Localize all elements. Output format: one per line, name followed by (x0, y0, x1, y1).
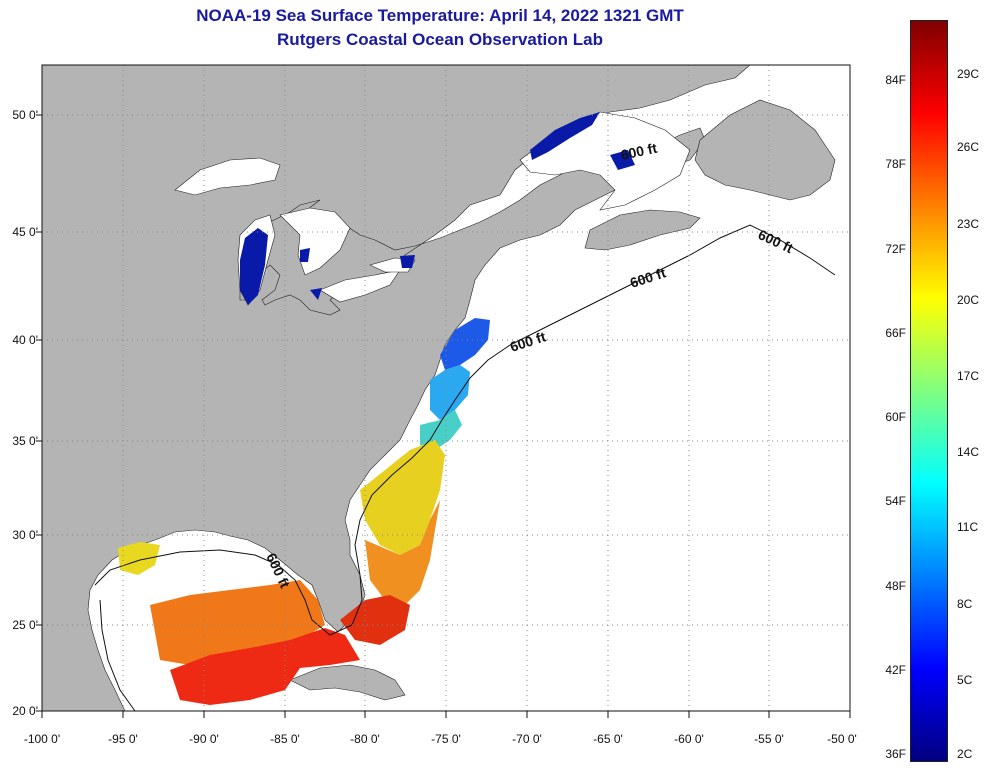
lat-label: 25 0' (12, 618, 38, 632)
lon-label: -100 0' (23, 732, 61, 746)
colorbar-label-c: 2C (957, 747, 973, 761)
lon-label: -70 0' (512, 732, 542, 746)
colorbar-label-f: 54F (885, 494, 906, 508)
lon-label: -65 0' (593, 732, 623, 746)
colorbar-label-c: 26C (957, 140, 980, 154)
depth-contour-600ft (94, 224, 836, 636)
colorbar-label-c: 20C (957, 293, 980, 307)
sst-yellow-band (360, 440, 445, 555)
sst-blue-band (440, 318, 490, 370)
temperature-colorbar (910, 20, 948, 762)
lat-label: 40 0' (12, 333, 38, 347)
lat-label: 35 0' (12, 434, 38, 448)
map-subtitle: Rutgers Coastal Ocean Observation Lab (277, 30, 603, 49)
lon-label: -95 0' (108, 732, 138, 746)
colorbar-label-f: 78F (885, 157, 906, 171)
colorbar-label-c: 29C (957, 67, 980, 81)
sst-florida-straits (340, 595, 410, 645)
sst-gulf-red (170, 628, 360, 705)
lon-label: -55 0' (754, 732, 784, 746)
axis-ticks (36, 114, 851, 718)
map-title: NOAA-19 Sea Surface Temperature: April 1… (196, 6, 684, 25)
colorbar-label-c: 17C (957, 369, 980, 383)
colorbar-label-f: 66F (885, 326, 906, 340)
colorbar-label-c: 8C (957, 597, 973, 611)
sst-gulf-yellow (118, 542, 160, 575)
lat-label: 50 0' (12, 108, 38, 122)
land-nova-scotia (584, 209, 701, 251)
sst-orange-band (365, 500, 440, 605)
lon-label: -75 0' (431, 732, 461, 746)
colorbar-label-f: 60F (885, 410, 906, 424)
st-lawrence-cold (530, 112, 600, 160)
sst-cyan-band (430, 365, 470, 420)
lon-label: -80 0' (350, 732, 380, 746)
lat-label: 45 0' (12, 225, 38, 239)
lon-label: -90 0' (189, 732, 219, 746)
colorbar-label-f: 42F (885, 663, 906, 677)
colorbar-label-f: 36F (885, 747, 906, 761)
colorbar-label-f: 72F (885, 242, 906, 256)
land-cuba (289, 664, 406, 701)
depth-label: 600 ft (619, 140, 658, 163)
lon-label: -50 0' (827, 732, 857, 746)
colorbar-label-c: 5C (957, 673, 973, 687)
st-lawrence-cold-2 (610, 150, 635, 170)
lat-label: 30 0' (12, 528, 38, 542)
lon-label: -85 0' (270, 732, 300, 746)
lon-label: -60 0' (674, 732, 704, 746)
colorbar-label-c: 23C (957, 217, 980, 231)
colorbar-label-f: 84F (885, 73, 906, 87)
lake-cold-water (240, 228, 415, 305)
colorbar-label-f: 48F (885, 579, 906, 593)
colorbar-label-c: 14C (957, 445, 980, 459)
land-newfoundland (694, 99, 836, 201)
colorbar-label-c: 11C (957, 520, 979, 534)
lat-label: 20 0' (12, 704, 38, 718)
depth-contour-gulf-shelf (99, 599, 136, 711)
